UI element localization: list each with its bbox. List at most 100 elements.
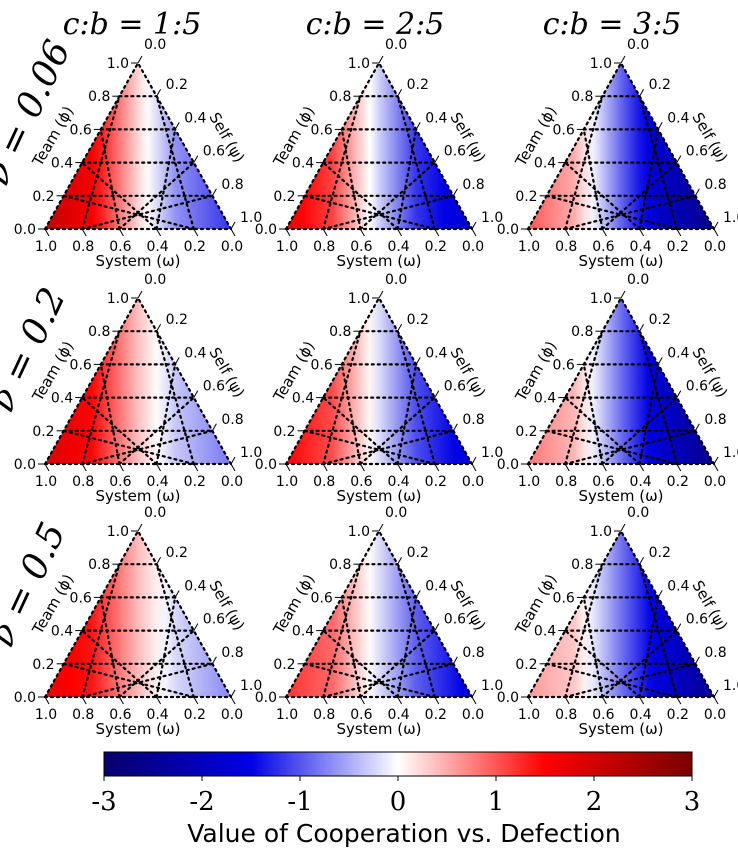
grid-line-system [62, 429, 195, 466]
left-tick-label: 0.8 [571, 557, 593, 573]
grid-line-self [155, 330, 195, 466]
simplex-edge [43, 529, 140, 699]
grid-line-self [118, 629, 195, 699]
simplex-fill [286, 298, 472, 464]
right-tick-label: 0.4 [184, 345, 206, 361]
bottom-tick [471, 463, 477, 472]
bottom-tick-label: 0.2 [667, 707, 689, 723]
system-axis-label: System (ω) [579, 252, 664, 270]
simplex-fill [528, 298, 714, 464]
grid-line-self [322, 662, 455, 699]
bottom-tick [601, 228, 607, 237]
grid-line-self [155, 128, 177, 231]
system-axis-label: System (ω) [337, 252, 422, 270]
bottom-tick-label: 0.0 [462, 239, 484, 255]
right-tick-label: 0.6 [444, 144, 466, 160]
left-tick-label: 0.2 [32, 424, 54, 440]
system-axis-label: System (ω) [579, 720, 664, 738]
bottom-tick-label: 0.0 [221, 474, 243, 490]
ternary-panel: 0.00.20.40.60.81.00.00.20.40.60.81.01.00… [497, 272, 738, 505]
system-axis-label: System (ω) [579, 487, 664, 505]
colorbar-tick-label: 0 [390, 787, 407, 817]
right-tick-label: 1.0 [481, 678, 503, 694]
right-tick-label: 0.8 [462, 412, 484, 428]
bottom-tick [156, 696, 162, 705]
left-tick-label: 0.6 [70, 122, 92, 138]
left-tick-label: 0.6 [553, 357, 575, 373]
bottom-tick [322, 463, 328, 472]
simplex-fill [45, 298, 231, 464]
grid-line-self [81, 194, 214, 231]
grid-line-self [396, 128, 418, 231]
grid-line-system [564, 161, 641, 231]
left-tick-label: 0.2 [273, 424, 295, 440]
bottom-tick-label: 0.4 [387, 707, 409, 723]
column-header-1: c:b = 1:5 [63, 7, 202, 42]
bottom-tick-label: 0.2 [425, 707, 447, 723]
bottom-tick [639, 463, 645, 472]
right-tick-label: 1.0 [481, 445, 503, 461]
simplex-edge [526, 61, 623, 231]
bottom-tick [676, 228, 682, 237]
bottom-tick [471, 228, 477, 237]
bottom-tick [285, 228, 291, 237]
left-tick-label: 0.0 [255, 457, 277, 473]
right-tick [378, 290, 384, 299]
left-tick-label: 0.0 [255, 690, 277, 706]
bottom-tick-label: 1.0 [35, 474, 57, 490]
bottom-tick-label: 0.6 [592, 239, 614, 255]
bottom-tick [193, 228, 199, 237]
left-tick-label: 0.4 [51, 391, 73, 407]
left-tick-label: 1.0 [348, 56, 370, 72]
right-tick [657, 122, 663, 130]
system-axis-label: System (ω) [96, 252, 181, 270]
bottom-tick [601, 463, 607, 472]
right-tick [676, 155, 682, 163]
right-tick [452, 423, 458, 432]
bottom-tick-label: 0.4 [629, 239, 651, 255]
bottom-tick [44, 228, 50, 237]
right-tick [694, 423, 700, 432]
bottom-tick [285, 696, 291, 705]
left-tick-label: 1.0 [107, 291, 129, 307]
bottom-tick [193, 463, 199, 472]
right-tick-label: 0.6 [686, 612, 708, 628]
right-tick-label: 0.8 [704, 412, 726, 428]
grid-line-system [81, 161, 158, 231]
right-tick-label: 0.2 [649, 545, 671, 561]
colorbar-tick-label: 1 [488, 787, 505, 817]
bottom-tick [434, 228, 440, 237]
left-tick-label: 0.2 [32, 189, 54, 205]
grid-line-system [99, 128, 121, 231]
right-tick [434, 155, 440, 163]
bottom-tick-label: 0.0 [704, 474, 726, 490]
system-axis-label: System (ω) [96, 487, 181, 505]
simplex-edge [619, 529, 716, 699]
simplex-fill [45, 63, 231, 229]
bottom-tick-label: 0.0 [462, 707, 484, 723]
simplex-fill [286, 63, 472, 229]
right-tick-label: 0.4 [184, 578, 206, 594]
right-tick [657, 590, 663, 598]
right-tick [211, 188, 217, 197]
right-tick [397, 88, 403, 97]
ternary-panel: 0.00.20.40.60.81.00.00.20.40.60.81.01.00… [497, 37, 738, 270]
bottom-tick-label: 0.8 [555, 474, 577, 490]
left-tick-label: 0.8 [329, 324, 351, 340]
grid-line-self [638, 128, 660, 231]
bottom-tick-label: 0.8 [72, 474, 94, 490]
bottom-tick-label: 0.0 [704, 707, 726, 723]
left-tick-label: 0.4 [51, 624, 73, 640]
right-tick-label: 0.6 [686, 144, 708, 160]
right-tick-label: 0.6 [686, 379, 708, 395]
right-tick [193, 155, 199, 163]
bottom-tick-label: 1.0 [35, 707, 57, 723]
right-tick-label: 0.0 [627, 272, 649, 288]
grid-line-self [601, 161, 678, 231]
right-tick [378, 523, 384, 532]
grid-line-system [303, 662, 436, 699]
simplex-edge [136, 61, 233, 231]
right-tick-label: 1.0 [481, 210, 503, 226]
bottom-tick [81, 228, 87, 237]
right-tick-label: 0.0 [627, 505, 649, 521]
